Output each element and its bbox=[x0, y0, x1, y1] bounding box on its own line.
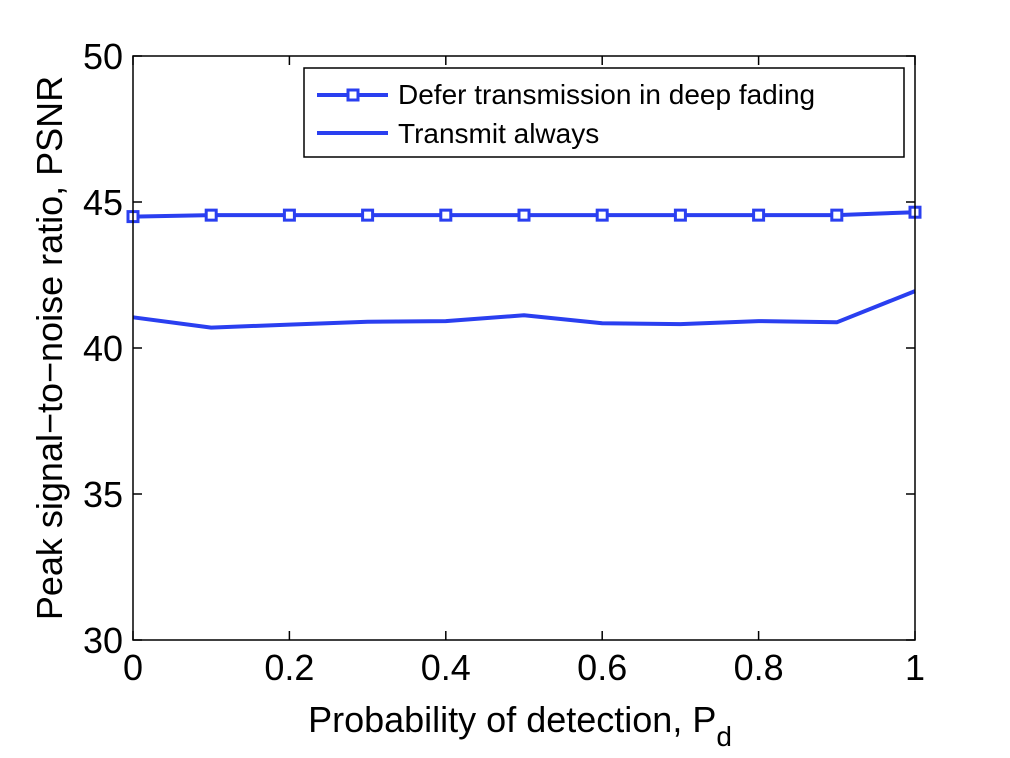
series-marker bbox=[361, 208, 375, 222]
series-marker bbox=[673, 208, 687, 222]
x-axis-title: Probability of detection, Pd bbox=[308, 699, 732, 752]
x-axis-title-subscript: d bbox=[716, 721, 732, 752]
x-tick-label: 0.2 bbox=[264, 647, 314, 688]
y-tick-label: 50 bbox=[83, 36, 123, 77]
legend-label-transmit: Transmit always bbox=[398, 118, 599, 149]
y-axis-title: Peak signal−to−noise ratio, PSNR bbox=[29, 76, 70, 620]
x-tick-label: 0.4 bbox=[421, 647, 471, 688]
ticks-layer: 0 0.2 0.4 0.6 0.8 1 30 35 40 45 50 bbox=[83, 36, 925, 688]
series-marker bbox=[204, 208, 218, 222]
x-tick-label: 1 bbox=[905, 647, 925, 688]
series-marker bbox=[752, 208, 766, 222]
x-axis-title-main: Probability of detection, P bbox=[308, 699, 716, 740]
y-tick-label: 35 bbox=[83, 474, 123, 515]
series-marker bbox=[517, 208, 531, 222]
series-marker bbox=[595, 208, 609, 222]
y-tick-label: 40 bbox=[83, 328, 123, 369]
legend-box bbox=[303, 67, 905, 158]
series-marker bbox=[282, 208, 296, 222]
legend-label-defer: Defer transmission in deep fading bbox=[398, 79, 815, 110]
legend-marker-defer bbox=[346, 88, 360, 102]
y-tick-label: 45 bbox=[83, 182, 123, 223]
x-tick-label: 0.6 bbox=[577, 647, 627, 688]
y-tick-label: 30 bbox=[83, 620, 123, 661]
legend: Defer transmission in deep fading Transm… bbox=[303, 67, 905, 158]
series-layer bbox=[126, 205, 922, 330]
x-tick-label: 0.8 bbox=[734, 647, 784, 688]
x-tick-label: 0 bbox=[123, 647, 143, 688]
series-marker bbox=[439, 208, 453, 222]
series-line-1 bbox=[132, 289, 916, 330]
series-marker bbox=[830, 208, 844, 222]
